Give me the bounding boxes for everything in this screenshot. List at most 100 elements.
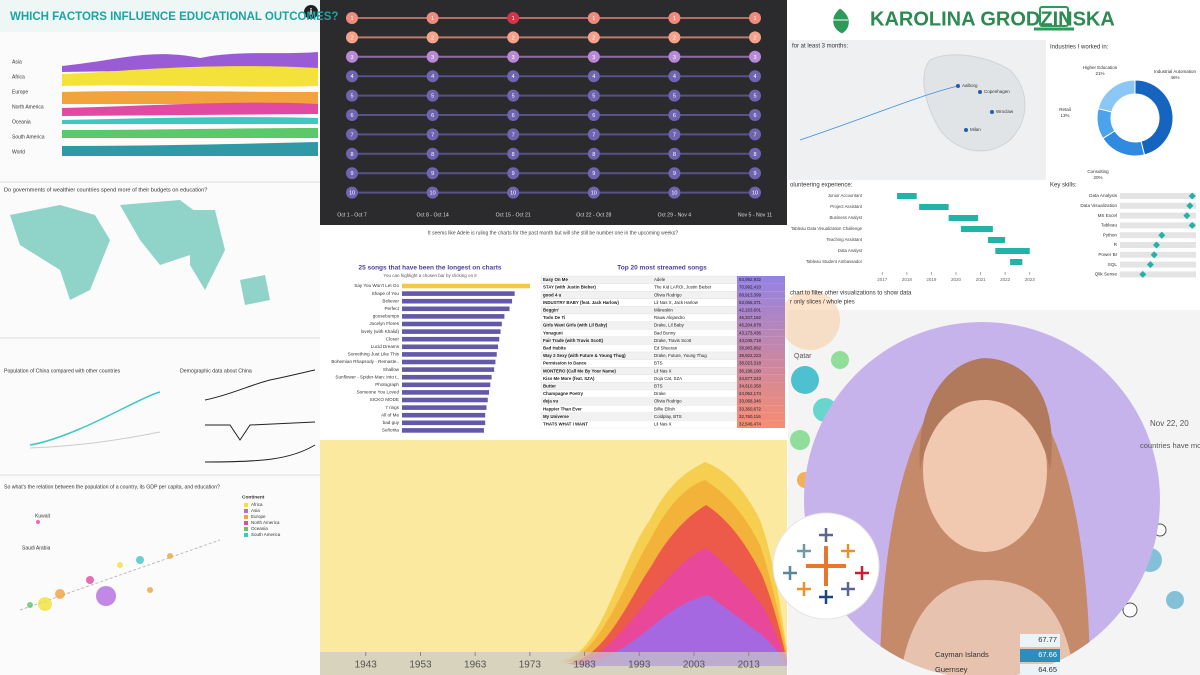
rank-label: 2 [431, 35, 434, 41]
info-icon[interactable] [304, 5, 318, 19]
experience-label: Tableau Student Ambassador [806, 259, 863, 264]
rank-node [587, 31, 600, 44]
rank-node [587, 128, 600, 141]
artist-cell: Coldplay, BTS [654, 414, 682, 419]
streams-cell [737, 390, 785, 398]
rank-label: 8 [592, 152, 595, 158]
song-bar[interactable] [402, 283, 530, 289]
song-label: Someone You Loved [357, 390, 400, 395]
region-label: Europe [12, 89, 28, 95]
skill-label: Data Visualization [1080, 203, 1117, 208]
song-bar[interactable] [402, 382, 491, 388]
song-bar[interactable] [402, 420, 486, 426]
x-tick-label: 1953 [409, 660, 432, 671]
song-bar[interactable] [402, 306, 510, 312]
song-cell: Happier Than Ever [543, 406, 582, 411]
intro-text: It seems like Adele is ruling the charts… [428, 230, 678, 236]
rank-node [668, 109, 681, 121]
song-bar[interactable] [402, 352, 497, 357]
rank-node [668, 167, 681, 180]
section-heading: Do governments of wealthier countries sp… [4, 187, 207, 193]
rank-node [426, 167, 439, 180]
song-bar[interactable] [402, 314, 505, 319]
streams-value: 42,163,601 [739, 307, 762, 312]
legend-swatch [244, 521, 248, 525]
song-bar[interactable] [402, 329, 501, 334]
rank-node [587, 50, 600, 63]
scatter-bubbles [27, 520, 173, 611]
experience-label: Junior Accountant [828, 193, 863, 198]
song-label: All of Me [381, 412, 399, 417]
streams-cell [737, 374, 785, 383]
song-bar[interactable] [402, 359, 496, 365]
experience-bar [1010, 259, 1023, 265]
rank-label: 3 [753, 55, 756, 61]
rank-label: 5 [431, 94, 434, 100]
x-tick-label: 2021 [976, 277, 987, 282]
region-label: World [12, 149, 25, 155]
x-tick-label: 2020 [951, 277, 962, 282]
song-bar[interactable] [402, 336, 500, 342]
rank-label: 10 [349, 191, 355, 197]
song-bar[interactable] [402, 428, 484, 433]
song-label: Jocelyn Flores [369, 321, 399, 326]
region-label: Asia [12, 59, 22, 65]
x-tick-label: 2003 [683, 660, 706, 671]
song-bar[interactable] [402, 397, 488, 403]
song-cell: Way 2 Sexy (with Future & Young Thug) [543, 353, 626, 358]
song-label: Something Just Like This [348, 352, 400, 357]
rank-label: 5 [753, 94, 756, 100]
rank-label: 9 [350, 171, 353, 177]
rank-node [749, 186, 761, 199]
rank-node [426, 12, 439, 24]
song-bar[interactable] [402, 374, 492, 380]
skill-track [1120, 202, 1196, 209]
rank-node [426, 109, 439, 121]
artist-cell: Drake, Future, Young Thug [654, 353, 707, 358]
country-label: Cayman Islands [935, 650, 989, 659]
legend-swatch [244, 503, 248, 507]
song-label: Shallow [383, 367, 400, 372]
rank-node [346, 50, 358, 63]
section-heading: Demographic data about China [180, 368, 252, 374]
song-bar[interactable] [402, 367, 495, 372]
song-label: goosebumps [373, 314, 400, 319]
period-label: Oct 22 - Oct 28 [576, 212, 611, 218]
streams-value: 70,992,410 [739, 285, 762, 290]
song-bar[interactable] [402, 291, 515, 296]
streams-cell [737, 314, 785, 322]
legend-swatch [244, 515, 248, 519]
artist-cell: Drake, Lil Baby [654, 323, 685, 328]
rank-node [426, 147, 439, 160]
rank-label: 6 [512, 113, 515, 119]
rank-node [346, 31, 358, 44]
song-bar[interactable] [402, 298, 513, 304]
streams-value: 24,052,174 [739, 391, 762, 396]
experience-label: Data Analyst [838, 248, 863, 253]
song-bar[interactable] [402, 321, 502, 327]
period-label: Oct 15 - Oct 21 [496, 212, 531, 218]
donut-slice [1097, 79, 1136, 113]
rank-node [346, 109, 358, 121]
skill-track [1120, 212, 1196, 219]
rank-node [507, 70, 520, 83]
song-label: 7 rings [385, 405, 399, 410]
streams-value: 38,922,223 [739, 353, 762, 358]
song-cell: Todo De Ti [543, 315, 565, 320]
rank-node [507, 12, 520, 24]
song-label: Bohemian Rhapsody - Remaste.. [331, 359, 399, 364]
industries-panel [1046, 40, 1200, 180]
streams-cell [737, 336, 785, 345]
filter-note: chart to filter other visualizations to … [790, 291, 912, 297]
x-tick-label: 1993 [628, 660, 651, 671]
city-label: Wroclaw [996, 109, 1014, 114]
city-label: Milan [970, 127, 981, 132]
song-bar[interactable] [402, 405, 487, 410]
song-cell: Butter [543, 383, 556, 388]
song-bar[interactable] [402, 344, 498, 350]
song-bar[interactable] [402, 390, 490, 395]
table-row [540, 412, 738, 421]
artist-cell: Måneskin [654, 307, 673, 312]
demo-line [205, 421, 316, 441]
song-bar[interactable] [402, 412, 486, 418]
